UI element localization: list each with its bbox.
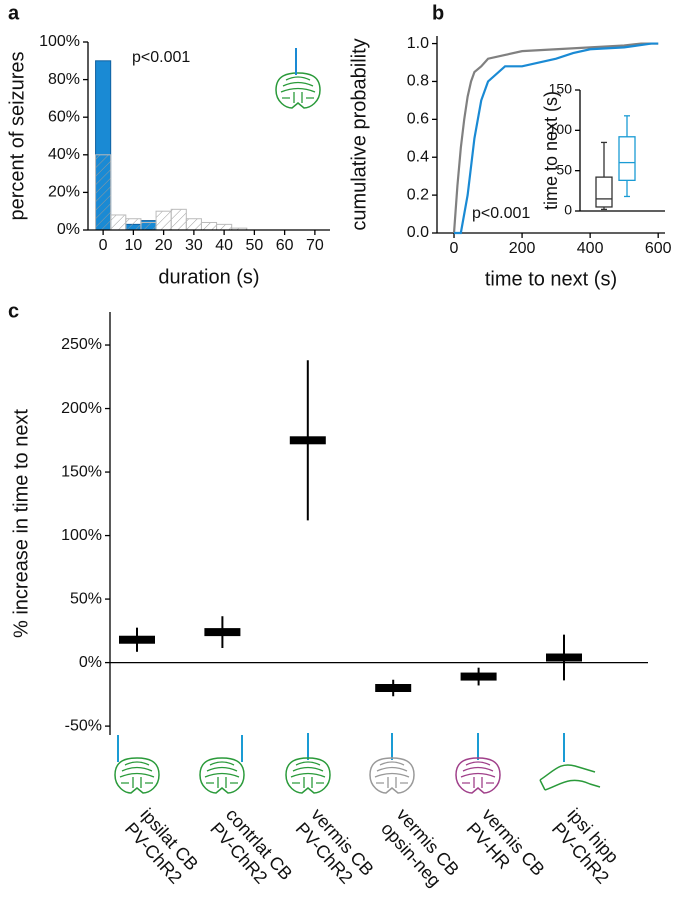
line <box>452 42 659 234</box>
brain-icon <box>199 757 245 794</box>
x-tick-label: 0 <box>450 240 459 257</box>
bar <box>125 218 142 231</box>
y-axis-label: percent of seizures <box>6 52 28 221</box>
y-tick-label: 150% <box>61 463 102 480</box>
y-tick-label: 1.0 <box>407 35 429 52</box>
mean-bar <box>289 436 326 445</box>
y-axis-label: % increase in time to next <box>10 409 32 638</box>
bar <box>155 210 172 231</box>
x-tick-label: 30 <box>185 237 203 254</box>
panel-label: c <box>8 300 19 322</box>
bar <box>110 214 127 231</box>
x-axis-label: duration (s) <box>158 266 259 288</box>
brain-icon <box>285 757 331 794</box>
x-axis-label: time to next (s) <box>485 268 617 290</box>
y-tick-label: 250% <box>61 336 102 353</box>
y-tick-label: 100 <box>549 121 573 137</box>
annotation: p<0.001 <box>132 49 190 66</box>
mean-bar <box>119 635 155 644</box>
bar <box>216 223 233 231</box>
bar <box>200 221 218 231</box>
y-tick-label: 50 <box>556 161 572 177</box>
y-tick-label: 200% <box>61 400 102 417</box>
y-tick-label: 80% <box>48 71 80 88</box>
mean-bar <box>204 628 241 637</box>
panel-label: a <box>8 2 20 24</box>
mean-bar <box>375 684 412 692</box>
brain-icon <box>275 72 321 109</box>
box <box>618 136 636 181</box>
x-tick-label: 400 <box>577 240 604 257</box>
x-tick-label: 40 <box>215 237 233 254</box>
line <box>454 42 659 235</box>
x-tick-label: 200 <box>509 240 536 257</box>
y-tick-label: 0.0 <box>407 224 429 241</box>
y-axis-label: cumulative probability <box>348 38 370 230</box>
y-tick-label: 50% <box>70 590 102 607</box>
x-tick-label: 600 <box>645 240 672 257</box>
y-tick-label: 40% <box>48 146 80 163</box>
y-tick-label: 100% <box>61 527 102 544</box>
x-tick-label: 70 <box>306 237 324 254</box>
mean-bar <box>546 653 582 662</box>
brain-icon <box>114 757 160 794</box>
y-tick-label: 0% <box>57 221 80 238</box>
bar <box>140 221 157 231</box>
x-tick-label: 20 <box>155 237 173 254</box>
y-tick-label: 0.8 <box>407 73 429 90</box>
y-axis-label: time to next (s) <box>541 91 561 210</box>
bar <box>185 218 202 231</box>
annotation: p<0.001 <box>472 205 530 222</box>
y-tick-label: 0 <box>564 202 572 218</box>
brain-icon <box>455 757 501 794</box>
y-tick-label: -50% <box>65 717 102 734</box>
y-tick-label: 150 <box>549 81 573 97</box>
y-tick-label: 0% <box>79 654 102 671</box>
icons <box>114 733 601 794</box>
bar <box>95 154 112 231</box>
hippocampus-icon <box>539 764 601 791</box>
y-tick-label: 60% <box>48 108 80 125</box>
x-tick-label: 60 <box>276 237 294 254</box>
x-tick-label: 10 <box>124 237 142 254</box>
y-tick-label: 0.4 <box>407 148 429 165</box>
bar <box>170 208 187 231</box>
y-tick-label: 0.6 <box>407 111 429 128</box>
x-tick-label: 50 <box>245 237 263 254</box>
y-tick-label: 20% <box>48 184 80 201</box>
y-tick-label: 100% <box>39 33 80 50</box>
box <box>595 176 613 208</box>
brain-icon <box>369 757 415 794</box>
y-tick-label: 0.2 <box>407 186 429 203</box>
mean-bar <box>460 672 497 681</box>
x-tick-label: 0 <box>99 237 108 254</box>
panel-label: b <box>432 2 444 24</box>
